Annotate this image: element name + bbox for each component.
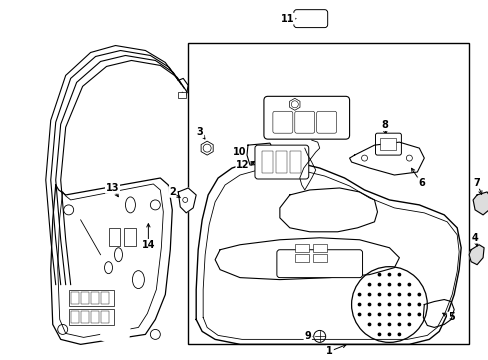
Circle shape xyxy=(407,313,410,316)
Polygon shape xyxy=(246,143,274,165)
Bar xyxy=(262,151,272,173)
Circle shape xyxy=(367,313,370,316)
FancyBboxPatch shape xyxy=(276,250,362,278)
FancyBboxPatch shape xyxy=(294,111,314,133)
Bar xyxy=(124,228,136,246)
Circle shape xyxy=(417,303,420,306)
Bar xyxy=(71,311,79,323)
Bar xyxy=(90,311,99,323)
Text: 6: 6 xyxy=(417,178,424,188)
Bar xyxy=(81,292,88,303)
Bar xyxy=(188,42,468,345)
Bar xyxy=(108,228,120,246)
Circle shape xyxy=(378,293,380,296)
Circle shape xyxy=(358,293,360,296)
Bar xyxy=(294,254,308,262)
Text: 11: 11 xyxy=(281,14,294,24)
FancyBboxPatch shape xyxy=(264,96,349,139)
Polygon shape xyxy=(468,245,483,265)
Circle shape xyxy=(407,303,410,306)
Polygon shape xyxy=(349,142,424,175)
FancyBboxPatch shape xyxy=(254,145,308,179)
Polygon shape xyxy=(178,188,196,213)
Circle shape xyxy=(387,274,390,276)
Text: 9: 9 xyxy=(304,332,310,341)
Text: 13: 13 xyxy=(105,183,119,193)
Circle shape xyxy=(407,293,410,296)
Bar xyxy=(294,244,308,252)
Circle shape xyxy=(397,303,400,306)
Circle shape xyxy=(378,313,380,316)
Circle shape xyxy=(367,293,370,296)
Bar xyxy=(289,151,300,173)
Bar xyxy=(90,292,99,303)
Text: 14: 14 xyxy=(142,240,155,250)
Circle shape xyxy=(397,293,400,296)
Circle shape xyxy=(378,303,380,306)
Circle shape xyxy=(397,323,400,326)
Bar xyxy=(71,292,79,303)
Circle shape xyxy=(397,313,400,316)
Circle shape xyxy=(387,303,390,306)
Polygon shape xyxy=(472,192,488,215)
Circle shape xyxy=(367,303,370,306)
Circle shape xyxy=(358,303,360,306)
FancyBboxPatch shape xyxy=(293,10,327,28)
Circle shape xyxy=(367,323,370,326)
Text: 2: 2 xyxy=(168,187,175,197)
FancyBboxPatch shape xyxy=(375,133,401,155)
Text: 10: 10 xyxy=(233,147,246,157)
Circle shape xyxy=(387,283,390,286)
FancyBboxPatch shape xyxy=(272,111,292,133)
Circle shape xyxy=(417,313,420,316)
Circle shape xyxy=(397,274,400,276)
Text: 5: 5 xyxy=(447,312,454,323)
Bar xyxy=(312,254,326,262)
Text: 1: 1 xyxy=(325,346,332,356)
Bar xyxy=(312,244,326,252)
Circle shape xyxy=(378,274,380,276)
Bar xyxy=(68,289,113,306)
Bar xyxy=(81,311,88,323)
Circle shape xyxy=(397,333,400,336)
Bar xyxy=(101,292,108,303)
Bar xyxy=(275,151,286,173)
FancyBboxPatch shape xyxy=(316,111,336,133)
Bar xyxy=(101,311,108,323)
Text: 12: 12 xyxy=(236,160,249,170)
Text: 3: 3 xyxy=(196,127,203,137)
Bar xyxy=(380,138,396,150)
Text: 8: 8 xyxy=(380,120,387,130)
Bar xyxy=(178,92,186,98)
Circle shape xyxy=(378,333,380,336)
Polygon shape xyxy=(101,265,135,345)
Circle shape xyxy=(387,323,390,326)
Circle shape xyxy=(387,313,390,316)
Circle shape xyxy=(387,293,390,296)
Circle shape xyxy=(407,283,410,286)
Bar xyxy=(68,310,113,325)
Circle shape xyxy=(407,323,410,326)
Circle shape xyxy=(397,283,400,286)
Text: 4: 4 xyxy=(471,233,477,243)
Circle shape xyxy=(378,323,380,326)
Circle shape xyxy=(358,313,360,316)
Circle shape xyxy=(367,283,370,286)
Circle shape xyxy=(387,333,390,336)
Circle shape xyxy=(378,283,380,286)
Circle shape xyxy=(417,293,420,296)
Text: 7: 7 xyxy=(473,178,480,188)
